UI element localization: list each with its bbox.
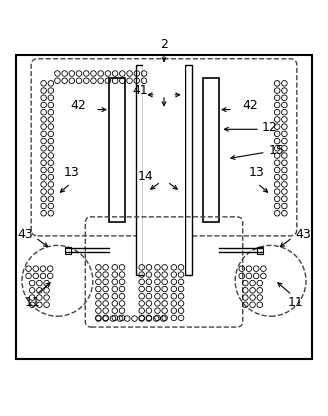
Bar: [257, 247, 263, 254]
Text: 42: 42: [242, 99, 258, 112]
Bar: [136, 65, 143, 275]
Bar: [65, 247, 71, 254]
Text: 41: 41: [133, 84, 148, 97]
Text: 42: 42: [70, 99, 86, 112]
Bar: [143, 65, 185, 275]
Text: 2: 2: [160, 37, 168, 51]
Text: 12: 12: [262, 121, 277, 134]
Bar: [185, 65, 192, 275]
Text: 43: 43: [17, 228, 33, 241]
Text: 11: 11: [25, 296, 41, 309]
Text: 15: 15: [268, 144, 284, 157]
Text: 11: 11: [287, 296, 303, 309]
Bar: [203, 79, 219, 222]
Text: 13: 13: [64, 166, 79, 179]
Text: 43: 43: [295, 228, 311, 241]
Text: 14: 14: [138, 170, 154, 183]
Text: 13: 13: [249, 166, 264, 179]
Bar: [109, 79, 125, 222]
